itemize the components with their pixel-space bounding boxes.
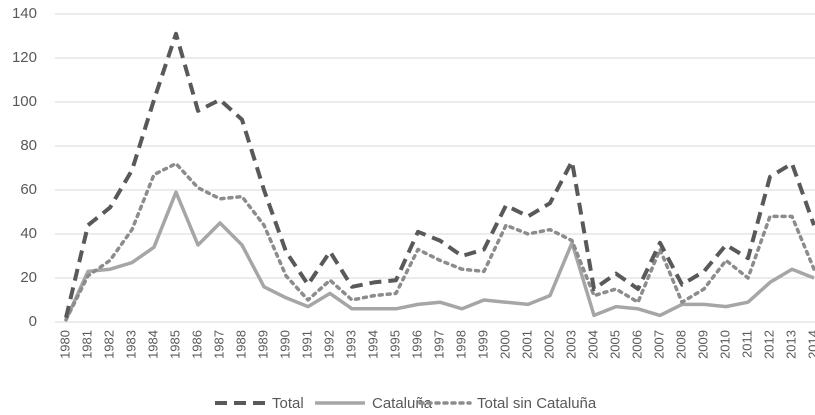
x-tick-label: 1982 xyxy=(101,330,116,359)
y-tick-label: 20 xyxy=(20,269,37,286)
legend-label: Cataluña xyxy=(372,395,433,412)
y-tick-label: 120 xyxy=(12,49,37,66)
series-line xyxy=(64,161,815,322)
x-tick-label: 1992 xyxy=(321,330,336,359)
series-line xyxy=(64,31,815,319)
x-tick-label: 1996 xyxy=(409,330,424,359)
legend-label: Total xyxy=(272,395,304,412)
series-line xyxy=(64,190,815,321)
x-tick-label: 1993 xyxy=(343,330,358,359)
y-tick-label: 60 xyxy=(20,181,37,198)
x-tick-label: 1991 xyxy=(299,330,314,359)
x-tick-label: 1994 xyxy=(365,330,380,359)
x-tick-label: 1981 xyxy=(79,330,94,359)
x-tick-label: 2005 xyxy=(607,330,622,359)
x-tick-label: 2004 xyxy=(585,330,600,359)
x-tick-label: 2008 xyxy=(673,330,688,359)
x-tick-label: 2006 xyxy=(629,330,644,359)
x-tick-label: 2009 xyxy=(695,330,710,359)
x-tick-label: 1984 xyxy=(145,330,160,359)
y-tick-label: 80 xyxy=(20,137,37,154)
x-tick-label: 2014 xyxy=(805,330,815,359)
legend-label: Total sin Cataluña xyxy=(477,395,597,412)
x-tick-label: 2013 xyxy=(783,330,798,359)
x-tick-label: 1998 xyxy=(453,330,468,359)
y-tick-label: 140 xyxy=(12,5,37,22)
x-tick-label: 2003 xyxy=(563,330,578,359)
x-tick-label: 2012 xyxy=(761,330,776,359)
y-tick-label: 0 xyxy=(29,313,37,330)
x-tick-label: 1995 xyxy=(387,330,402,359)
x-tick-label: 1986 xyxy=(189,330,204,359)
x-tick-label: 2001 xyxy=(519,330,534,359)
x-tick-label: 1980 xyxy=(57,330,72,359)
x-tick-label: 1997 xyxy=(431,330,446,359)
x-tick-label: 1987 xyxy=(211,330,226,359)
x-tick-label: 2000 xyxy=(497,330,512,359)
x-tick-label: 1990 xyxy=(277,330,292,359)
x-tick-label: 1989 xyxy=(255,330,270,359)
y-tick-label: 40 xyxy=(20,225,37,242)
x-tick-label: 1988 xyxy=(233,330,248,359)
x-tick-label: 1983 xyxy=(123,330,138,359)
x-tick-label: 2002 xyxy=(541,330,556,359)
x-tick-label: 2007 xyxy=(651,330,666,359)
x-tick-label: 1985 xyxy=(167,330,182,359)
y-tick-label: 100 xyxy=(12,93,37,110)
x-tick-label: 1999 xyxy=(475,330,490,359)
x-tick-label: 2011 xyxy=(739,330,754,358)
x-tick-label: 2010 xyxy=(717,330,732,359)
